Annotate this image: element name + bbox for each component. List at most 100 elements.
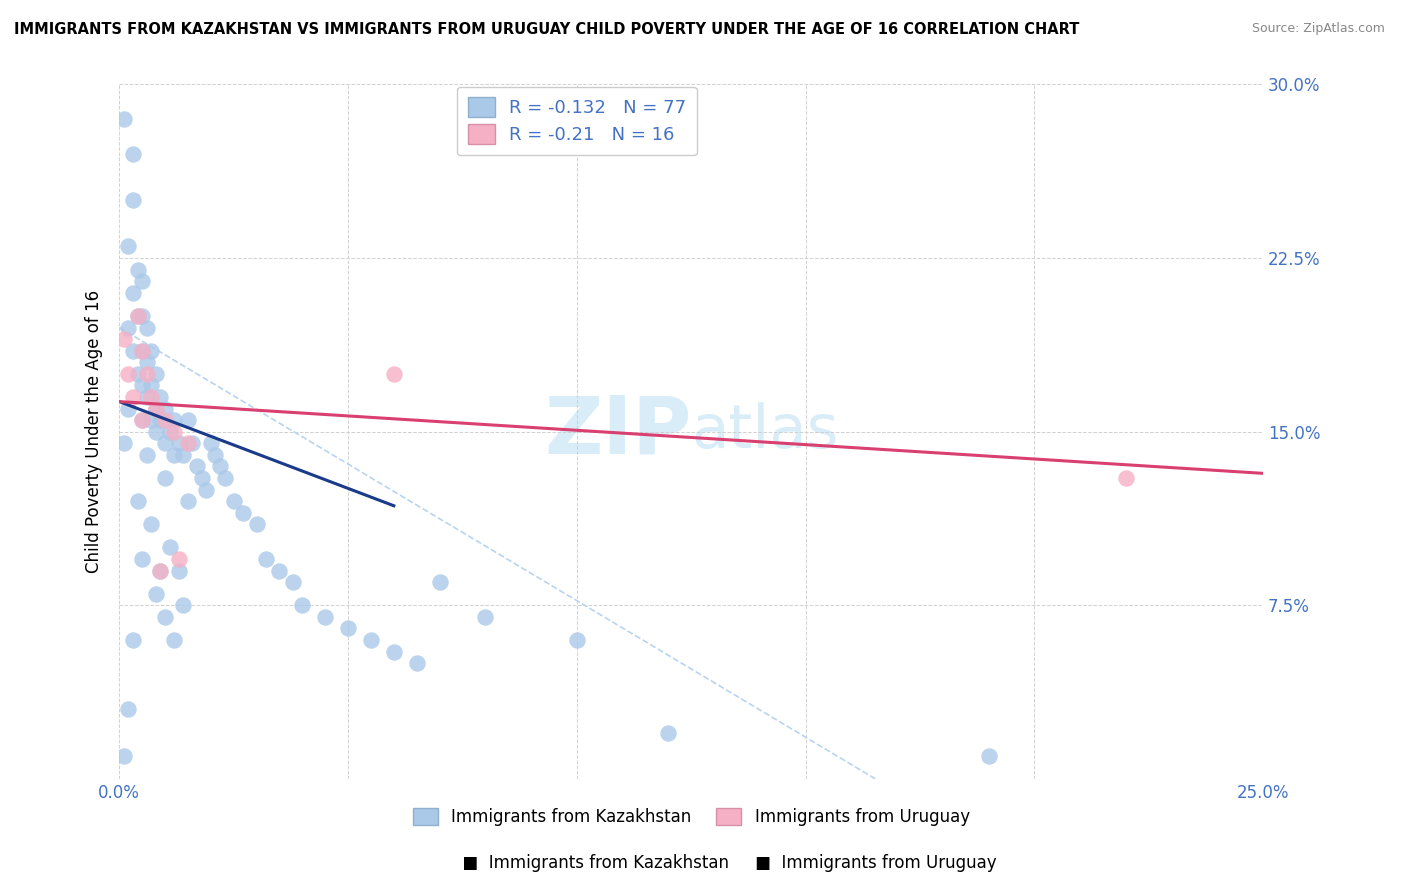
Point bbox=[167, 564, 190, 578]
Point bbox=[153, 401, 176, 416]
Point bbox=[314, 610, 336, 624]
Point bbox=[117, 401, 139, 416]
Point bbox=[405, 656, 427, 670]
Point bbox=[382, 367, 405, 381]
Legend: Immigrants from Kazakhstan, Immigrants from Uruguay: Immigrants from Kazakhstan, Immigrants f… bbox=[406, 802, 976, 833]
Point bbox=[291, 599, 314, 613]
Point bbox=[163, 633, 186, 648]
Point bbox=[208, 459, 231, 474]
Point bbox=[141, 343, 163, 358]
Point bbox=[112, 332, 135, 346]
Point bbox=[145, 587, 167, 601]
Point bbox=[117, 367, 139, 381]
Point bbox=[177, 436, 200, 450]
Point bbox=[204, 448, 226, 462]
Point bbox=[149, 564, 172, 578]
Point bbox=[131, 413, 153, 427]
Point bbox=[122, 147, 145, 161]
Point bbox=[254, 552, 277, 566]
Point bbox=[141, 378, 163, 392]
Point bbox=[117, 320, 139, 334]
Text: ZIP: ZIP bbox=[544, 392, 692, 471]
Point bbox=[172, 448, 194, 462]
Point bbox=[127, 262, 149, 277]
Point bbox=[222, 494, 245, 508]
Point bbox=[135, 367, 157, 381]
Point bbox=[135, 320, 157, 334]
Point bbox=[382, 644, 405, 658]
Point bbox=[163, 448, 186, 462]
Point bbox=[565, 633, 588, 648]
Point bbox=[149, 413, 172, 427]
Point bbox=[167, 436, 190, 450]
Point bbox=[195, 483, 218, 497]
Point bbox=[167, 552, 190, 566]
Point bbox=[283, 575, 305, 590]
Point bbox=[135, 390, 157, 404]
Point bbox=[269, 564, 291, 578]
Point bbox=[1115, 471, 1137, 485]
Point bbox=[360, 633, 382, 648]
Point bbox=[214, 471, 236, 485]
Point bbox=[163, 413, 186, 427]
Point bbox=[135, 448, 157, 462]
Point bbox=[145, 401, 167, 416]
Point bbox=[977, 748, 1000, 763]
Point bbox=[131, 309, 153, 323]
Point bbox=[163, 425, 186, 439]
Point bbox=[153, 471, 176, 485]
Point bbox=[112, 112, 135, 127]
Point bbox=[131, 413, 153, 427]
Point bbox=[112, 436, 135, 450]
Point bbox=[127, 309, 149, 323]
Text: atlas: atlas bbox=[692, 402, 839, 461]
Point bbox=[149, 390, 172, 404]
Point bbox=[131, 274, 153, 288]
Text: Source: ZipAtlas.com: Source: ZipAtlas.com bbox=[1251, 22, 1385, 36]
Point bbox=[127, 494, 149, 508]
Point bbox=[153, 610, 176, 624]
Point bbox=[131, 378, 153, 392]
Point bbox=[122, 633, 145, 648]
Point bbox=[112, 748, 135, 763]
Point bbox=[657, 725, 679, 739]
Point bbox=[127, 309, 149, 323]
Point bbox=[145, 425, 167, 439]
Point bbox=[141, 413, 163, 427]
Point bbox=[159, 425, 181, 439]
Point bbox=[127, 367, 149, 381]
Point bbox=[131, 552, 153, 566]
Point bbox=[153, 413, 176, 427]
Point bbox=[122, 285, 145, 300]
Point bbox=[245, 517, 267, 532]
Point bbox=[131, 343, 153, 358]
Y-axis label: Child Poverty Under the Age of 16: Child Poverty Under the Age of 16 bbox=[86, 290, 103, 574]
Point bbox=[117, 239, 139, 253]
Point bbox=[177, 494, 200, 508]
Point bbox=[181, 436, 204, 450]
Point bbox=[141, 390, 163, 404]
Point bbox=[172, 599, 194, 613]
Point bbox=[153, 436, 176, 450]
Point bbox=[135, 355, 157, 369]
Text: ■  Immigrants from Kazakhstan     ■  Immigrants from Uruguay: ■ Immigrants from Kazakhstan ■ Immigrant… bbox=[409, 855, 997, 872]
Point bbox=[232, 506, 254, 520]
Point bbox=[122, 343, 145, 358]
Point bbox=[177, 413, 200, 427]
Point bbox=[131, 343, 153, 358]
Point bbox=[200, 436, 222, 450]
Point bbox=[337, 622, 360, 636]
Point bbox=[159, 541, 181, 555]
Point bbox=[190, 471, 212, 485]
Point bbox=[429, 575, 451, 590]
Point bbox=[117, 702, 139, 716]
Point bbox=[141, 517, 163, 532]
Text: IMMIGRANTS FROM KAZAKHSTAN VS IMMIGRANTS FROM URUGUAY CHILD POVERTY UNDER THE AG: IMMIGRANTS FROM KAZAKHSTAN VS IMMIGRANTS… bbox=[14, 22, 1080, 37]
Point bbox=[145, 401, 167, 416]
Point bbox=[149, 564, 172, 578]
Point bbox=[122, 193, 145, 207]
Point bbox=[145, 367, 167, 381]
Point bbox=[122, 390, 145, 404]
Point bbox=[474, 610, 496, 624]
Point bbox=[186, 459, 208, 474]
